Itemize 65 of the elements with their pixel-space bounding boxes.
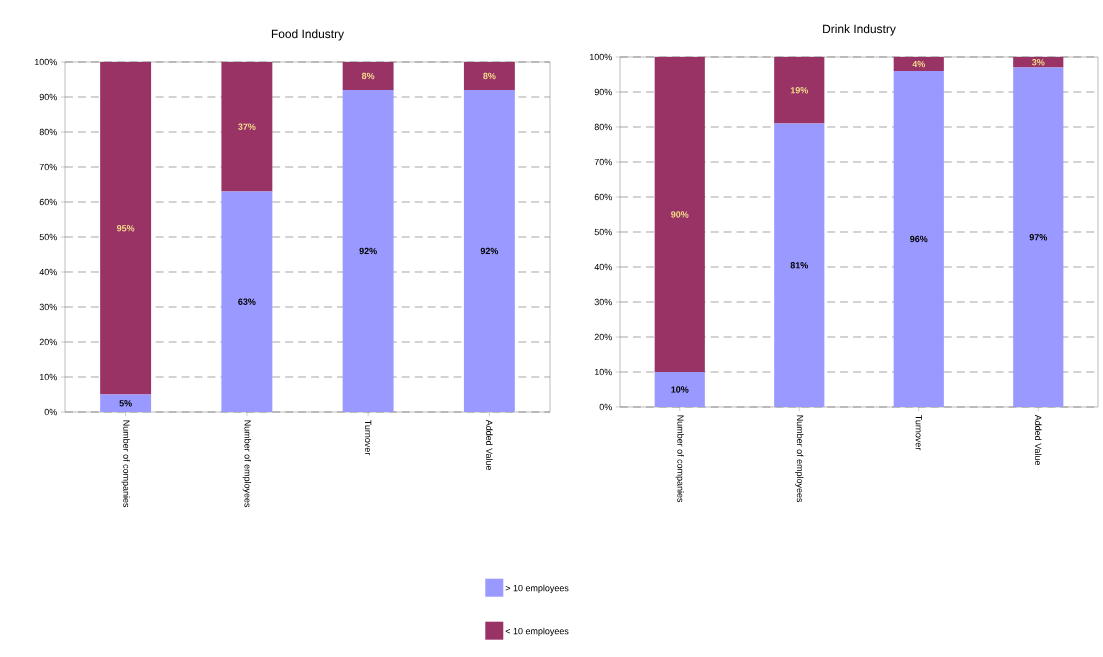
bar [774, 123, 825, 407]
x-tick-label: Number of companies [121, 420, 130, 508]
data-label: 3% [1031, 59, 1045, 66]
y-tick-label: 50% [594, 228, 612, 236]
y-tick-label: 10% [39, 373, 57, 381]
x-tick-label: Turnover [364, 419, 372, 456]
legend-label: > 10 employees [505, 584, 569, 594]
y-tick-label: 90% [39, 93, 57, 101]
data-label: 97% [1029, 234, 1047, 241]
y-tick-label: 0% [44, 408, 57, 416]
legend-label: < 10 employees [505, 627, 569, 637]
y-tick-label: 80% [594, 123, 612, 131]
y-tick-label: 40% [594, 263, 612, 271]
y-tick-label: 70% [39, 163, 57, 171]
bar [100, 62, 152, 395]
data-label: 4% [912, 60, 925, 68]
x-tick-label: Number of employees [795, 415, 804, 503]
bar [654, 57, 705, 372]
bar [1013, 67, 1064, 407]
bar [893, 57, 944, 71]
bar [893, 71, 944, 407]
y-tick-label: 100% [34, 58, 57, 66]
y-tick-label: 50% [39, 233, 57, 241]
y-tick-label: 20% [39, 338, 57, 346]
chart-title: Drink Industry [823, 24, 896, 36]
y-tick-label: 60% [39, 198, 57, 206]
y-tick-label: 0% [599, 403, 612, 411]
x-tick-label: Added Value [486, 419, 493, 471]
data-label: 92% [480, 247, 499, 255]
y-tick-label: 80% [39, 128, 57, 136]
data-label: 8% [483, 72, 496, 80]
bar [774, 57, 825, 124]
data-label: 95% [116, 225, 135, 232]
y-tick-label: 30% [39, 303, 57, 311]
bar [100, 394, 152, 412]
y-tick-label: 70% [594, 158, 612, 166]
chart-title: Food Industry [271, 29, 345, 41]
bar [221, 191, 273, 412]
data-label: 5% [119, 400, 132, 407]
y-tick-label: 40% [39, 268, 57, 276]
bar [342, 62, 394, 90]
x-tick-label: Turnover [915, 414, 922, 451]
data-label: 63% [238, 298, 256, 305]
y-tick-label: 60% [594, 193, 612, 201]
y-tick-label: 30% [594, 298, 612, 306]
y-tick-label: 10% [594, 368, 612, 376]
y-tick-label: 90% [594, 88, 612, 96]
data-label: 90% [671, 211, 689, 218]
data-label: 19% [790, 87, 808, 94]
y-tick-label: 100% [589, 53, 612, 61]
x-tick-label: Number of companies [675, 415, 684, 503]
bar [463, 90, 515, 412]
data-label: 37% [238, 123, 256, 130]
x-tick-label: Number of employees [242, 420, 252, 508]
data-label: 8% [361, 72, 375, 80]
data-label: 96% [910, 235, 928, 243]
data-label: 10% [671, 386, 689, 393]
x-tick-label: Added Value [1034, 414, 1042, 466]
data-label: 81% [790, 262, 808, 269]
bar [221, 62, 273, 192]
bar [463, 62, 515, 90]
bar [342, 90, 394, 412]
bar [654, 372, 705, 407]
y-tick-label: 20% [594, 333, 612, 341]
data-label: 92% [359, 247, 377, 255]
